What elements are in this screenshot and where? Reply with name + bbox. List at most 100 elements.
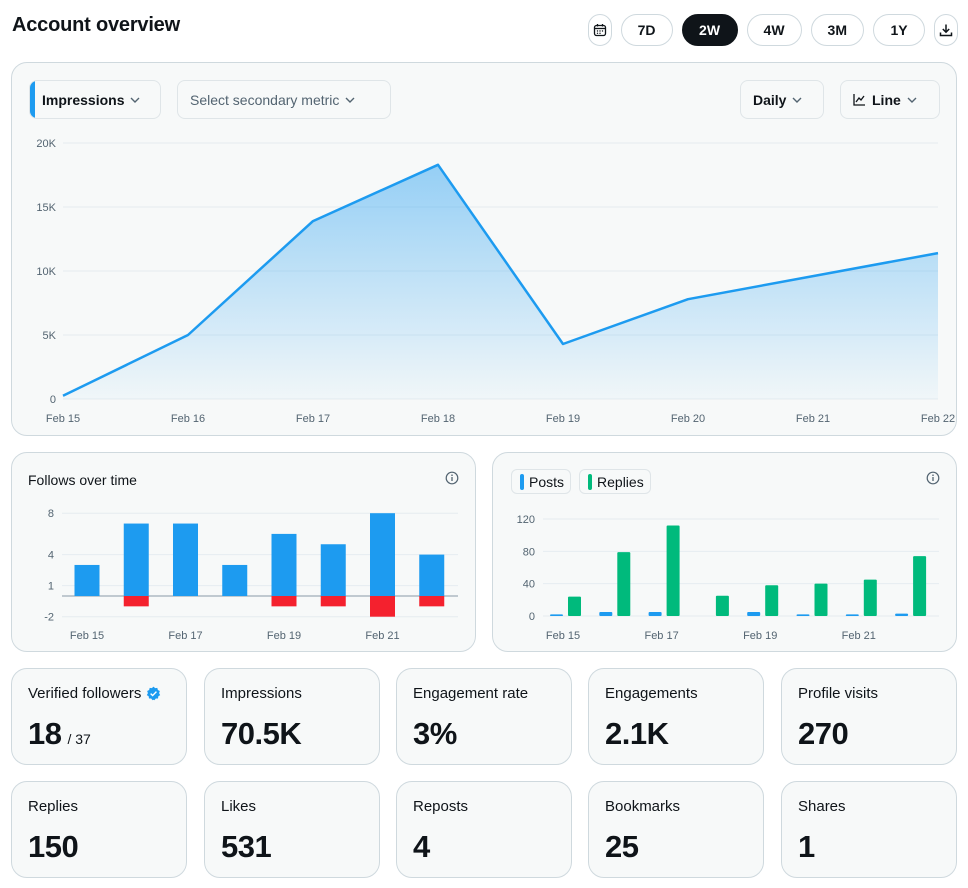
stat-card-profile-visits[interactable]: Profile visits 270 [781, 668, 957, 765]
x-tick-label: Feb 15 [546, 630, 580, 642]
y-tick-label: 0 [50, 394, 56, 406]
chart-type-label: Line [872, 91, 901, 108]
primary-metric-dropdown[interactable]: Impressions [29, 80, 161, 119]
interval-label: Daily [753, 91, 787, 108]
header: Account overview [12, 14, 180, 37]
y-tick-label: 0 [529, 611, 535, 623]
y-tick-label: 120 [517, 514, 535, 526]
range-4w-button[interactable]: 4W [746, 14, 802, 46]
download-button[interactable] [934, 14, 958, 46]
range-3m-button[interactable]: 3M [810, 14, 864, 46]
follows-bar [370, 513, 395, 596]
info-icon[interactable] [445, 471, 459, 485]
calendar-button[interactable] [587, 14, 612, 46]
stat-value: 18 / 37 [28, 716, 91, 752]
stat-card-shares[interactable]: Shares 1 [781, 781, 957, 878]
line-chart-icon [853, 94, 865, 106]
x-tick-label: Feb 22 [921, 413, 955, 425]
y-tick-label: 40 [523, 579, 535, 591]
x-tick-label: Feb 17 [168, 630, 202, 642]
posts-bar [550, 614, 563, 616]
replies-bar [913, 556, 927, 616]
legend-replies[interactable]: Replies [579, 469, 651, 494]
stat-card-reposts[interactable]: Reposts 4 [396, 781, 572, 878]
replies-bar [765, 585, 779, 616]
x-tick-label: Feb 19 [267, 630, 301, 642]
stat-label: Replies [28, 798, 79, 815]
y-tick-label: 20K [36, 138, 56, 150]
stat-value: 70.5K [221, 716, 302, 751]
replies-bar [617, 552, 631, 616]
stat-label: Impressions [221, 685, 302, 702]
range-2w-button[interactable]: 2W [681, 14, 738, 46]
primary-metric-accent [30, 81, 35, 118]
chevron-down-icon [792, 97, 802, 103]
calendar-icon [593, 24, 606, 37]
posts-bar [747, 611, 761, 616]
replies-bar [863, 579, 877, 616]
stat-label: Reposts [413, 798, 469, 815]
x-tick-label: Feb 20 [671, 413, 705, 425]
stat-value: 25 [605, 829, 639, 864]
chevron-down-icon [345, 97, 355, 103]
replies-bar [568, 596, 581, 616]
impressions-area-chart: 0 5K 10K 15K 20K Feb 15 Feb 16 Feb 17 Feb 18 Feb … [36, 138, 955, 425]
stat-label: Likes [221, 798, 257, 815]
stat-label: Bookmarks [605, 798, 681, 815]
y-tick-label: 4 [48, 550, 54, 562]
stat-value: 3% [413, 716, 457, 751]
unfollows-bar [419, 596, 445, 607]
posts-bar [845, 614, 859, 616]
page-title: Account overview [12, 14, 180, 36]
interval-dropdown[interactable]: Daily [740, 80, 824, 119]
chevron-down-icon [907, 97, 917, 103]
stat-value: 531 [221, 829, 272, 864]
follows-bar [222, 564, 248, 596]
range-7d-button[interactable]: 7D [620, 14, 673, 46]
y-tick-label: 5K [43, 330, 57, 342]
stat-label: Verified followers [28, 685, 161, 702]
chart-type-dropdown[interactable]: Line [840, 80, 940, 119]
replies-bar [666, 525, 680, 616]
stat-card-replies[interactable]: Replies 150 [11, 781, 187, 878]
y-tick-label: 80 [523, 546, 535, 558]
stat-label: Shares [798, 798, 846, 815]
secondary-metric-placeholder: Select secondary metric [190, 91, 340, 108]
info-icon[interactable] [926, 471, 940, 485]
unfollows-bar [271, 596, 297, 607]
legend-swatch-replies [588, 473, 593, 490]
stat-card-impressions[interactable]: Impressions 70.5K [204, 668, 380, 765]
x-tick-label: Feb 19 [743, 630, 777, 642]
stat-value: 270 [798, 716, 849, 751]
y-tick-label: 1 [48, 581, 54, 593]
stat-card-likes[interactable]: Likes 531 [204, 781, 380, 878]
stat-card-engagements[interactable]: Engagements 2.1K [588, 668, 764, 765]
secondary-metric-dropdown[interactable]: Select secondary metric [177, 80, 391, 119]
stat-label: Engagements [605, 685, 698, 702]
x-tick-label: Feb 19 [546, 413, 580, 425]
x-tick-label: Feb 21 [365, 630, 399, 642]
download-icon [939, 24, 953, 37]
primary-metric-label: Impressions [42, 91, 125, 108]
follows-card-title: Follows over time [28, 472, 137, 488]
follows-bar [123, 523, 149, 596]
posts-bar [648, 611, 662, 616]
x-tick-label: Feb 16 [171, 413, 205, 425]
replies-bar [715, 595, 729, 616]
stat-value-number: 18 [28, 716, 62, 751]
follows-bar [320, 544, 346, 596]
stat-value: 150 [28, 829, 79, 864]
follows-over-time-card: Follows over time 8 4 1 -2 Feb 15 Feb 17 Feb 1… [11, 452, 476, 652]
stat-card-bookmarks[interactable]: Bookmarks 25 [588, 781, 764, 878]
stat-card-engagement-rate[interactable]: Engagement rate 3% [396, 668, 572, 765]
legend-posts[interactable]: Posts [511, 469, 572, 494]
unfollows-bar [370, 596, 395, 617]
stat-value-total: / 37 [67, 731, 91, 747]
impressions-area [63, 164, 938, 399]
x-tick-label: Feb 17 [296, 413, 330, 425]
stat-card-verified-followers[interactable]: Verified followers 18 / 37 [11, 668, 187, 765]
y-tick-label: -2 [44, 612, 54, 624]
x-tick-label: Feb 21 [796, 413, 830, 425]
range-1y-button[interactable]: 1Y [873, 14, 925, 46]
x-tick-label: Feb 21 [842, 630, 876, 642]
